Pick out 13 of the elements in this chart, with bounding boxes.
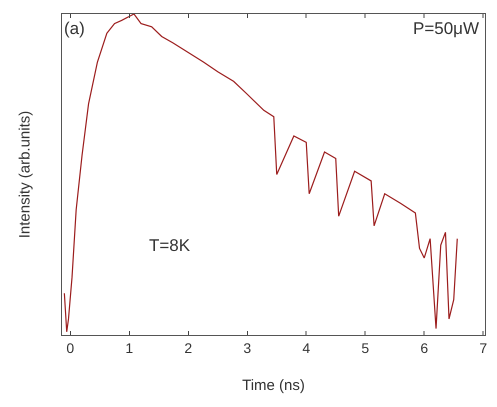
- x-tick-label: 4: [302, 340, 310, 356]
- annotation: P=50μW: [413, 19, 480, 38]
- y-axis-title: Intensity (arb.units): [16, 110, 34, 238]
- x-tick-label: 6: [420, 340, 428, 356]
- annotation: (a): [64, 19, 85, 38]
- x-tick-label: 7: [479, 340, 488, 356]
- x-tick-label: 5: [361, 340, 370, 356]
- x-tick-label: 1: [125, 340, 134, 356]
- x-tick-label: 0: [66, 340, 74, 356]
- x-tick-label: 3: [243, 340, 252, 356]
- x-axis-title: Time (ns): [242, 377, 305, 394]
- annotation: T=8K: [149, 236, 191, 255]
- x-tick-label: 2: [184, 340, 192, 356]
